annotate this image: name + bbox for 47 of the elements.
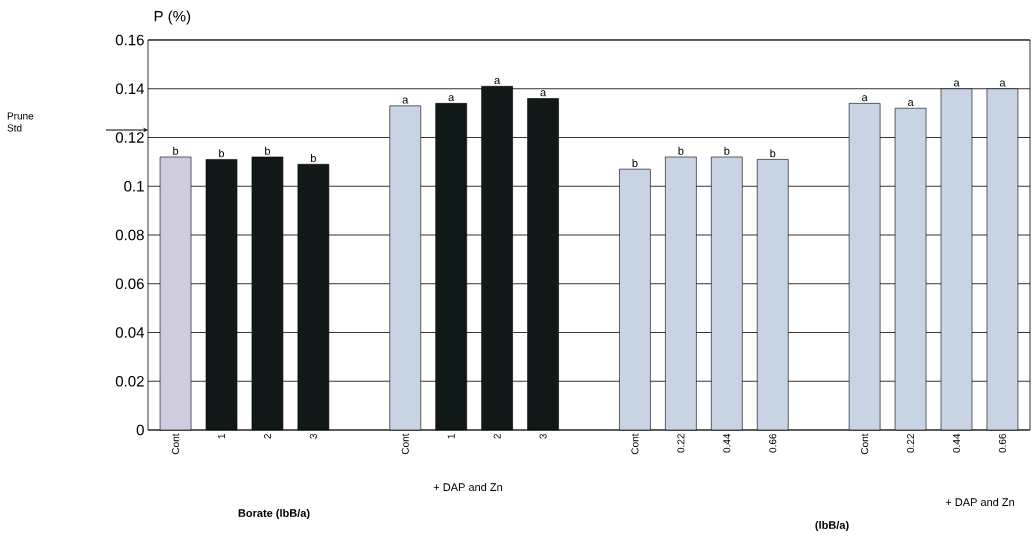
y-tick-label: 0.14 — [115, 83, 145, 95]
x-tick-label: Cont — [172, 433, 180, 455]
data-label: a — [862, 95, 868, 102]
data-label: a — [953, 80, 960, 87]
x-tick-label: 0.22 — [907, 434, 915, 453]
x-tick-label: 0.22 — [677, 434, 685, 453]
x-tick-label: 0.44 — [723, 433, 731, 453]
y-tick-label: 0.1 — [124, 180, 144, 192]
y-tick-label: 0.12 — [115, 132, 144, 143]
x-tick-label: 0.66 — [769, 433, 777, 453]
x-tick-label: 1 — [447, 434, 455, 439]
x-tick-label: 1 — [218, 434, 225, 439]
data-label: b — [265, 146, 271, 155]
x-tick-label: Cont — [631, 433, 639, 455]
y-tick-label: 0.08 — [115, 229, 144, 241]
y-tick-label: 0.04 — [115, 327, 145, 338]
data-label: a — [999, 80, 1006, 87]
x-tick-label: 3 — [539, 433, 547, 439]
text: + DAP and Zn — [433, 482, 502, 492]
data-label: b — [219, 149, 225, 158]
x-tick-label: Cont — [401, 433, 409, 455]
data-label: a — [907, 100, 914, 107]
x-tick-label: 0.44 — [952, 433, 961, 453]
data-label: b — [770, 149, 776, 158]
data-label: b — [724, 146, 730, 155]
data-label: a — [402, 97, 409, 104]
x-tick-label: 2 — [263, 434, 271, 439]
x-tick-label: 0.66 — [998, 433, 1006, 453]
data-label: b — [173, 146, 179, 155]
data-label: b — [678, 146, 684, 155]
data-label: a — [540, 90, 547, 97]
data-label: a — [494, 78, 501, 85]
y-tick-label: 0.02 — [115, 375, 144, 387]
data-label: a — [448, 95, 455, 102]
text: + DAP and Zn — [945, 497, 1014, 507]
x-tick-label: Cont — [861, 433, 869, 455]
y-tick-label: 0.16 — [115, 34, 144, 46]
data-label: b — [632, 158, 638, 167]
text: Borate (lbB/a) — [238, 508, 310, 520]
data-label: b — [311, 154, 316, 163]
x-tick-label: 2 — [493, 434, 501, 439]
x-tick-label: 3 — [309, 433, 317, 439]
y-axis-title: P (%) — [154, 10, 191, 25]
y-tick-label: 0 — [136, 424, 144, 436]
y-tick-label: 0.06 — [115, 278, 144, 290]
text: Prune Std — [7, 112, 34, 132]
text: (lbB/a) — [815, 520, 849, 532]
